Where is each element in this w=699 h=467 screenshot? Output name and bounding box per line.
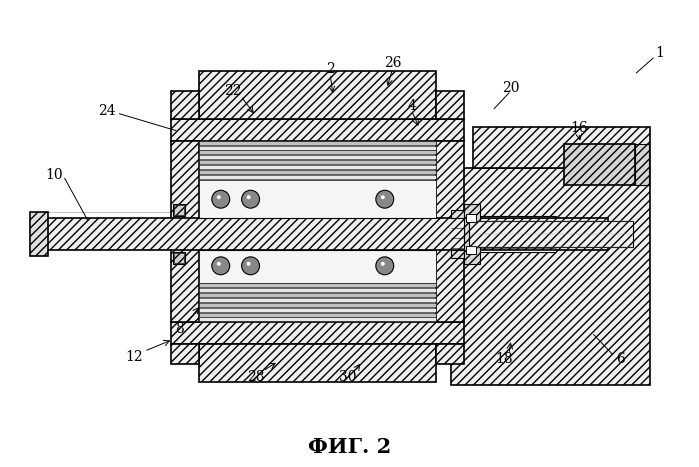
Text: 4: 4 [408, 99, 416, 113]
Bar [199, 141, 436, 144]
Text: 1: 1 [656, 46, 665, 60]
Text: 2: 2 [326, 62, 335, 76]
Bar [173, 252, 185, 264]
Bar [436, 344, 464, 364]
Bar [199, 308, 436, 311]
Bar [171, 323, 464, 344]
Bar [473, 127, 650, 169]
Circle shape [376, 257, 394, 275]
Bar [452, 216, 556, 252]
Circle shape [242, 190, 259, 208]
Bar [635, 143, 649, 185]
Bar [174, 205, 184, 215]
Bar [199, 288, 436, 292]
Bar [199, 303, 436, 306]
Circle shape [247, 262, 251, 266]
Bar [46, 218, 608, 250]
Bar [199, 180, 436, 218]
Text: 28: 28 [247, 370, 264, 384]
Circle shape [381, 262, 384, 266]
Bar [199, 170, 436, 174]
Bar [466, 246, 476, 254]
Bar [199, 297, 436, 302]
Bar [199, 71, 436, 119]
Circle shape [247, 195, 251, 199]
Bar [452, 169, 650, 385]
Bar [436, 141, 464, 323]
Bar [199, 175, 436, 179]
Bar [174, 253, 184, 263]
Bar [452, 250, 464, 258]
Bar [452, 210, 464, 218]
Text: 22: 22 [224, 84, 241, 98]
Bar [171, 141, 199, 323]
Bar [173, 204, 185, 216]
Bar [469, 221, 633, 247]
Bar [199, 293, 436, 297]
Circle shape [212, 257, 230, 275]
Bar [199, 150, 436, 155]
Text: 26: 26 [384, 56, 401, 70]
Bar [199, 250, 436, 283]
Circle shape [217, 195, 221, 199]
Text: 10: 10 [45, 168, 63, 182]
Circle shape [217, 262, 221, 266]
Circle shape [212, 190, 230, 208]
Circle shape [242, 257, 259, 275]
Circle shape [376, 190, 394, 208]
Bar [199, 318, 436, 321]
Bar [171, 344, 199, 364]
Bar [199, 312, 436, 317]
Bar [199, 146, 436, 149]
Bar [464, 204, 480, 264]
Bar [563, 143, 635, 185]
Text: ФИГ. 2: ФИГ. 2 [308, 437, 391, 457]
Text: 6: 6 [616, 352, 625, 366]
Circle shape [381, 195, 384, 199]
Bar [199, 161, 436, 164]
Bar [199, 283, 436, 287]
Text: 20: 20 [503, 81, 520, 95]
Bar [171, 119, 464, 141]
Text: 8: 8 [175, 322, 183, 336]
Bar [171, 91, 199, 119]
Bar [199, 344, 436, 382]
Text: 30: 30 [339, 370, 356, 384]
Bar [436, 91, 464, 119]
Bar [199, 156, 436, 159]
Bar [466, 214, 476, 222]
Text: 18: 18 [496, 352, 513, 366]
Bar [199, 165, 436, 170]
Bar [30, 212, 48, 256]
Text: 12: 12 [126, 350, 143, 364]
Text: 24: 24 [98, 104, 115, 118]
Text: 16: 16 [570, 120, 587, 134]
